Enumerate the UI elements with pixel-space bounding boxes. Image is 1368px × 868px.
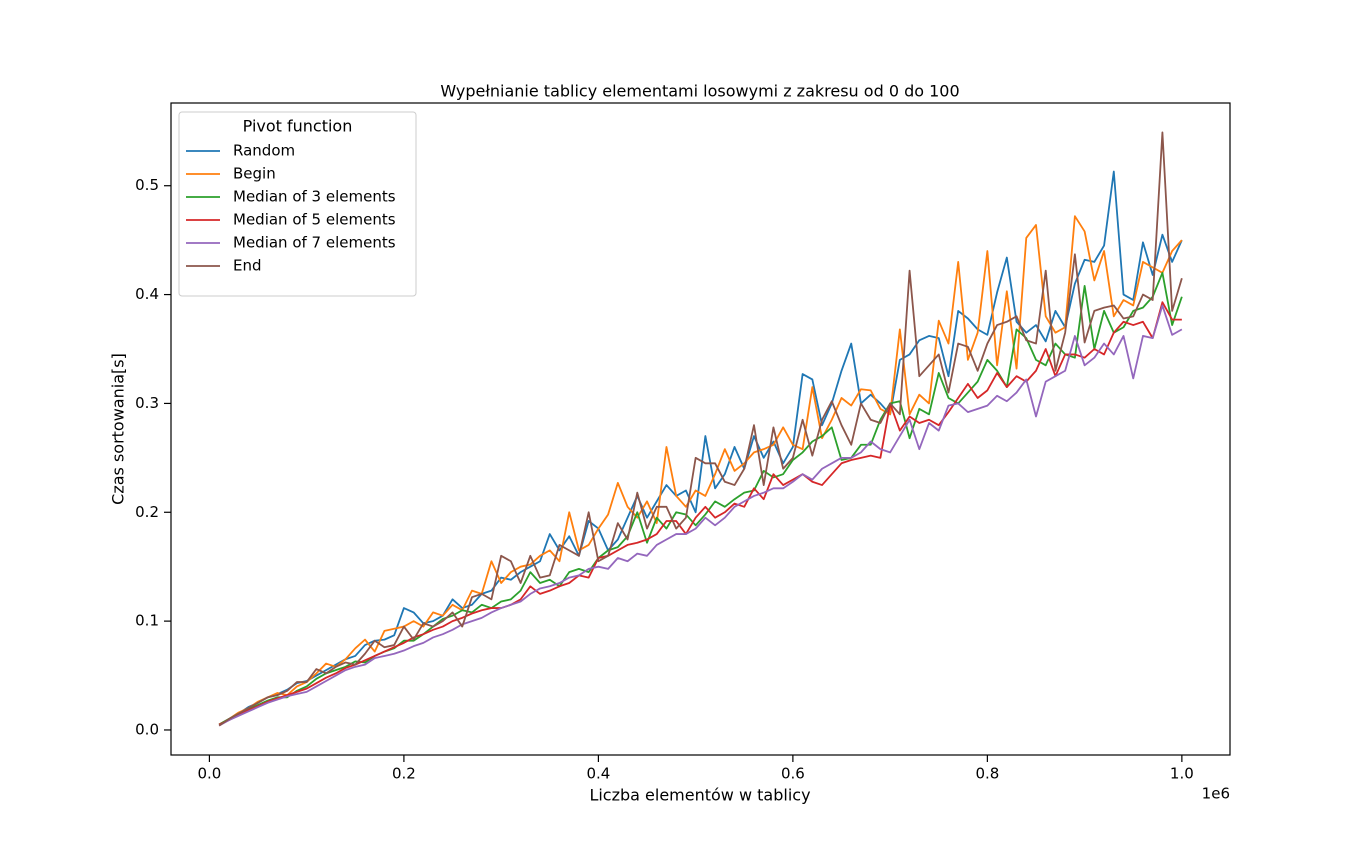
legend-label: Begin (233, 165, 276, 183)
y-tick-label: 0.3 (135, 394, 159, 412)
legend-label: Random (233, 142, 295, 160)
y-tick-label: 0.2 (135, 503, 159, 521)
x-axis-label: Liczba elementów w tablicy (589, 786, 810, 805)
series-line (218, 131, 1183, 727)
axes-frame (170, 102, 1231, 756)
legend-box (178, 111, 417, 297)
x-offset-label: 1e6 (1202, 785, 1230, 803)
y-axis-label: Czas sortowania[s] (109, 353, 128, 505)
legend-label: Median of 3 elements (233, 188, 396, 206)
legend-label: End (233, 257, 262, 275)
x-tick-label: 0.2 (392, 765, 416, 783)
legend-label: Median of 5 elements (233, 211, 396, 229)
y-tick-label: 0.1 (135, 612, 159, 630)
series-line (218, 215, 1183, 726)
plot-area (218, 131, 1183, 727)
y-tick-label: 0.5 (135, 176, 159, 194)
legend: Pivot function Random Begin Median of 3 ele… (178, 111, 417, 297)
legend-title: Pivot function (243, 117, 353, 136)
x-tick-label: 0.8 (975, 765, 999, 783)
x-tick-label: 0.4 (586, 765, 610, 783)
x-tick-label: 1.0 (1170, 765, 1194, 783)
y-tick-label: 0.4 (135, 285, 159, 303)
legend-label: Median of 7 elements (233, 234, 396, 252)
x-tick-label: 0.6 (781, 765, 805, 783)
chart-title: Wypełnianie tablicy elementami losowymi … (440, 82, 959, 101)
y-tick-label: 0.0 (135, 720, 159, 738)
series-line (218, 304, 1183, 727)
series-line (218, 301, 1182, 726)
x-tick-label: 0.0 (197, 765, 221, 783)
